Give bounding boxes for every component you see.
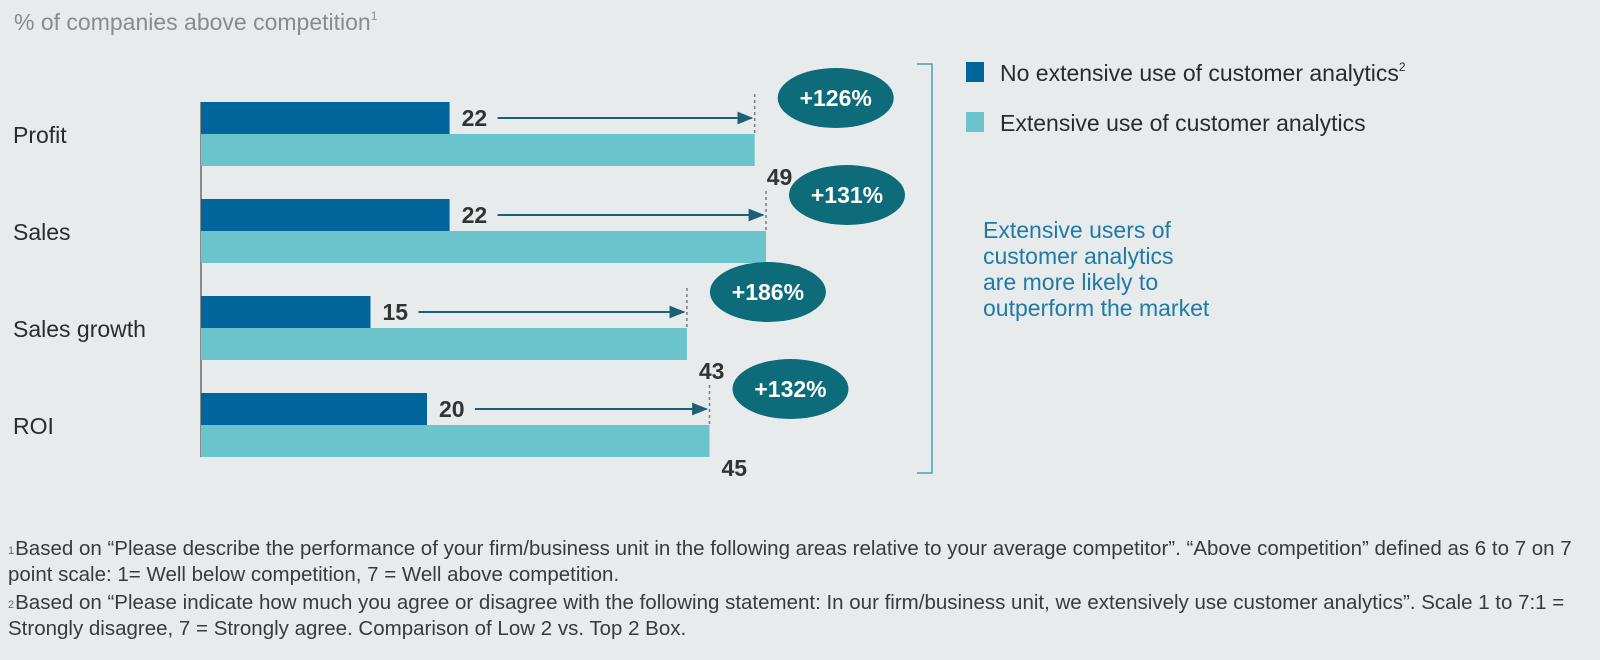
bar-no-analytics [201, 102, 450, 134]
uplift-badge [777, 68, 894, 128]
uplift-badge [709, 262, 826, 322]
bar-extensive-analytics [201, 328, 687, 360]
uplift-badge [732, 359, 849, 419]
bar-no-analytics [201, 393, 427, 425]
footnote-1: 1Based on “Please describe the performan… [8, 536, 1593, 588]
value-label-extensive-analytics: 45 [722, 455, 748, 481]
bar-no-analytics [201, 296, 371, 328]
bar-no-analytics [201, 199, 450, 231]
legend-label-text: Extensive use of customer analytics [1000, 110, 1366, 136]
footnote-2: 2Based on “Please indicate how much you … [8, 590, 1593, 642]
callout-line: are more likely to [983, 269, 1159, 295]
footnote-text: Based on “Please describe the performanc… [8, 537, 1572, 586]
value-label-no-analytics: 15 [383, 299, 409, 325]
chart-title-footnote: 1 [371, 9, 378, 23]
value-label-no-analytics: 22 [462, 202, 488, 228]
value-label-extensive-analytics: 49 [767, 164, 793, 190]
uplift-label: +132% [754, 376, 826, 402]
uplift-label: +126% [800, 85, 872, 111]
category-label: ROI [13, 413, 54, 439]
category-label: Profit [13, 122, 67, 148]
legend-bracket [917, 63, 933, 474]
legend-label: No extensive use of customer analytics2 [1000, 60, 1406, 86]
category-label: Sales growth [13, 316, 146, 342]
chart-title: % of companies above competition1 [14, 9, 378, 35]
value-label-no-analytics: 20 [439, 396, 465, 422]
value-label-no-analytics: 22 [462, 105, 488, 131]
legend-label-footnote: 2 [1399, 60, 1406, 74]
footnote-marker: 1 [8, 545, 15, 557]
category-label: Sales [13, 219, 71, 245]
uplift-label: +186% [732, 279, 804, 305]
uplift-badge [789, 165, 905, 225]
bar-extensive-analytics [201, 231, 766, 263]
legend-label: Extensive use of customer analytics [1000, 110, 1366, 136]
value-label-extensive-analytics: 43 [699, 358, 725, 384]
callout-line: outperform the market [983, 295, 1210, 321]
footnote-marker: 2 [8, 599, 15, 611]
legend-swatch [966, 62, 984, 82]
legend-label-text: No extensive use of customer analytics [1000, 60, 1399, 86]
footnote-text: Based on “Please indicate how much you a… [8, 591, 1565, 640]
callout-text: Extensive users of customer analytics ar… [983, 217, 1283, 321]
uplift-label: +131% [811, 182, 883, 208]
bar-extensive-analytics [201, 425, 710, 457]
chart-title-text: % of companies above competition [14, 9, 371, 35]
legend-swatch [966, 112, 984, 132]
bar-extensive-analytics [201, 134, 755, 166]
bar-chart: % of companies above competition1 Profit 2… [13, 9, 1406, 481]
callout-line: customer analytics [983, 243, 1174, 269]
callout-line: Extensive users of [983, 217, 1171, 243]
